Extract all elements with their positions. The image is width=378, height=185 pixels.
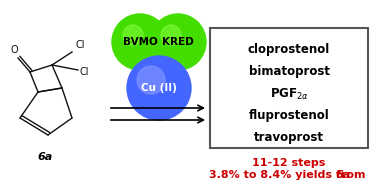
Text: 6a: 6a <box>335 170 351 180</box>
Text: fluprostenol: fluprostenol <box>249 110 329 122</box>
Circle shape <box>127 56 191 120</box>
Text: Cl: Cl <box>75 40 85 50</box>
Text: PGF$_{2\alpha}$: PGF$_{2\alpha}$ <box>270 86 308 102</box>
Text: bimatoprost: bimatoprost <box>248 65 330 78</box>
Text: 3.8% to 8.4% yields from: 3.8% to 8.4% yields from <box>209 170 369 180</box>
Circle shape <box>112 14 168 70</box>
Circle shape <box>123 25 143 45</box>
Text: KRED: KRED <box>162 37 194 47</box>
Text: O: O <box>10 45 18 55</box>
Text: cloprostenol: cloprostenol <box>248 43 330 56</box>
Text: BVMO: BVMO <box>122 37 157 47</box>
Text: Cl: Cl <box>80 67 90 77</box>
Circle shape <box>161 25 181 45</box>
Circle shape <box>137 66 165 94</box>
Text: 6a: 6a <box>37 152 53 162</box>
FancyBboxPatch shape <box>210 28 368 148</box>
Text: 11-12 steps: 11-12 steps <box>252 158 326 168</box>
Circle shape <box>150 14 206 70</box>
Text: travoprost: travoprost <box>254 132 324 144</box>
Text: Cu (II): Cu (II) <box>141 83 177 93</box>
